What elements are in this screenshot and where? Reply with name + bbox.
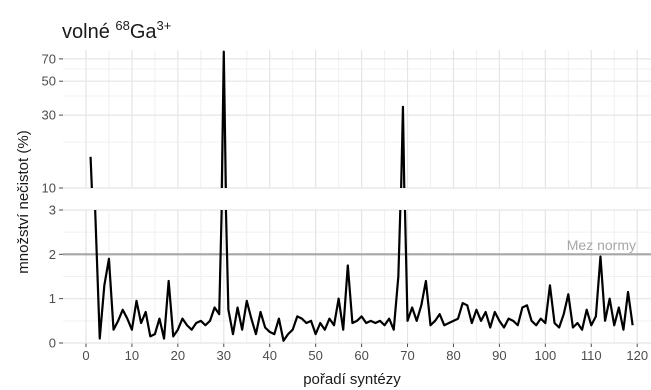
x-tick-label: 30 <box>217 348 231 363</box>
reference-line-label: Mez normy <box>567 237 636 253</box>
title-superscript-charge: 3+ <box>157 18 172 33</box>
upper-y-tick-label: 70 <box>42 51 56 66</box>
upper-y-tick-label: 50 <box>42 74 56 89</box>
lower-panel: 0 10 20 30 40 50 60 70 80 90 100 110 120 0 1 2 3 <box>49 203 651 363</box>
lower-y-tick-label: 1 <box>49 291 56 306</box>
lower-y-tick-label: 2 <box>49 247 56 262</box>
upper-panel: 10 30 50 70 <box>42 50 651 196</box>
x-tick-label: 10 <box>125 348 139 363</box>
title-superscript-mass: 68 <box>115 18 129 33</box>
title-text: volné <box>62 21 115 43</box>
x-tick-label: 50 <box>308 348 322 363</box>
upper-panel-background <box>63 50 651 188</box>
x-tick-label: 70 <box>400 348 414 363</box>
lower-y-tick-label: 3 <box>49 203 56 218</box>
y-axis-label: množství nečistot (%) <box>15 130 32 273</box>
chart-title: volné 68Ga3+ <box>62 18 171 43</box>
upper-y-tick-label: 30 <box>42 108 56 123</box>
x-tick-label: 0 <box>82 348 89 363</box>
upper-y-tick-label: 10 <box>42 181 56 196</box>
x-tick-label: 100 <box>534 348 556 363</box>
lower-y-tick-label: 0 <box>49 336 56 351</box>
title-element: Ga <box>130 21 158 43</box>
x-tick-label: 60 <box>354 348 368 363</box>
x-tick-label: 120 <box>626 348 648 363</box>
x-tick-label: 20 <box>171 348 185 363</box>
x-tick-label: 90 <box>492 348 506 363</box>
series-line-lower <box>94 210 634 342</box>
x-tick-label: 110 <box>581 348 602 363</box>
x-tick-label: 80 <box>446 348 460 363</box>
x-tick-label: 40 <box>262 348 276 363</box>
x-axis-label: pořadí syntézy <box>303 371 401 388</box>
